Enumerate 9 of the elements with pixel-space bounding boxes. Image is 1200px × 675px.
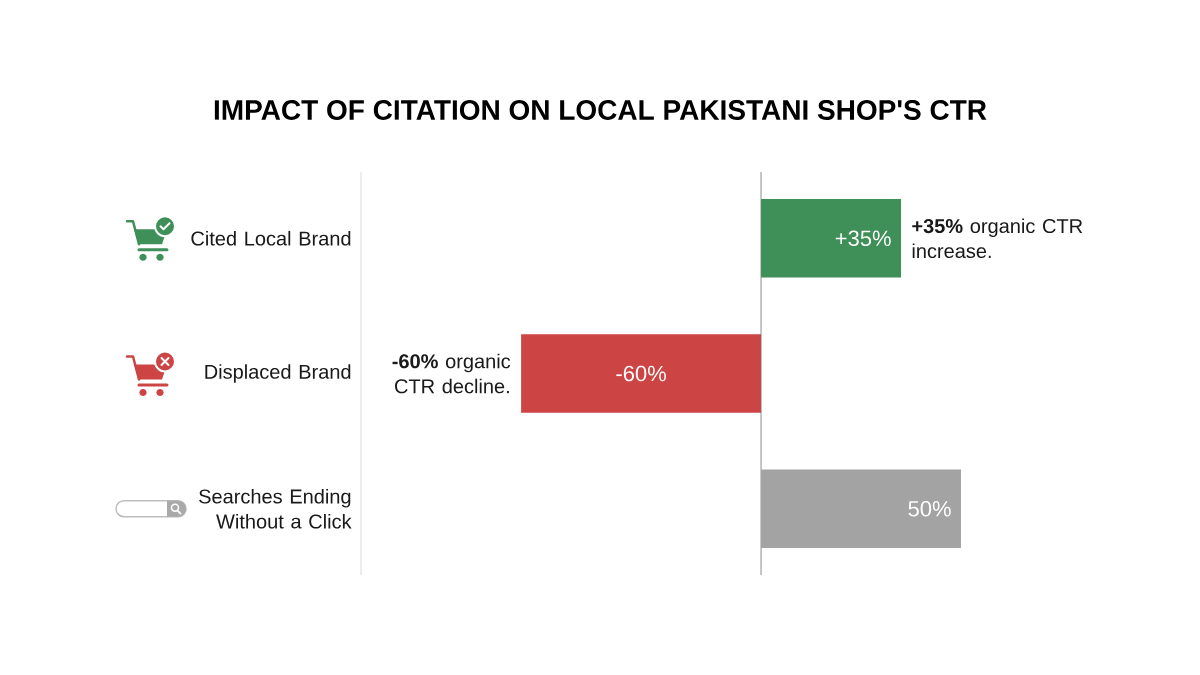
y-tick-label: Searches Ending Without a Click bbox=[199, 488, 352, 529]
data-label: +35% bbox=[835, 230, 891, 247]
y-tick-label: Displaced Brand bbox=[205, 364, 351, 383]
data-label: -60% bbox=[616, 365, 666, 382]
chart-title: IMPACT OF CITATION ON LOCAL PAKISTANI SHOP'S CTR bbox=[214, 100, 987, 120]
y-tick-label: Cited Local Brand bbox=[191, 230, 351, 246]
data-label: 50% bbox=[908, 500, 951, 517]
annotation: +35% organic CTR increase. bbox=[912, 218, 1083, 259]
annotation: -60% organic CTR decline. bbox=[392, 353, 511, 394]
